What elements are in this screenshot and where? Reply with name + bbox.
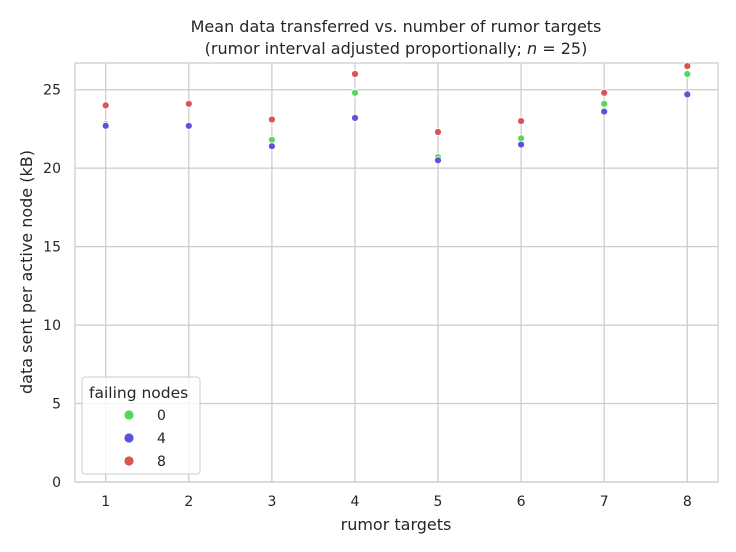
y-tick-label: 25	[43, 83, 61, 99]
point-failing-8-targets-4	[351, 70, 359, 78]
point-failing-4-targets-6	[517, 140, 525, 149]
plot-frame	[74, 62, 719, 483]
x-tick-label: 4	[351, 494, 360, 510]
point-failing-4-targets-5	[434, 156, 442, 165]
y-tick-label: 15	[43, 240, 61, 256]
x-tick-label: 8	[683, 494, 692, 510]
y-tick-label: 0	[52, 475, 61, 491]
legend-label-4: 4	[157, 431, 166, 447]
point-failing-8-targets-1	[101, 101, 110, 110]
y-axis-label: data sent per active node (kB)	[17, 150, 36, 394]
chart-title-line2-var: n	[527, 39, 537, 58]
point-failing-8-targets-6	[517, 117, 525, 125]
point-failing-4-targets-2	[184, 121, 193, 130]
y-tick-label: 5	[52, 397, 61, 413]
x-tick-label: 5	[434, 494, 443, 510]
point-failing-4-targets-7	[600, 107, 609, 116]
point-failing-8-targets-5	[434, 128, 442, 136]
point-failing-4-targets-1	[101, 121, 110, 130]
legend-marker-0	[123, 409, 135, 421]
legend: failing nodes 0 4 8	[81, 376, 201, 475]
chart-title-line1: Mean data transferred vs. number of rumo…	[191, 17, 602, 36]
legend-label-0: 0	[157, 408, 166, 424]
data-points	[101, 62, 692, 165]
legend-marker-8	[123, 455, 135, 467]
legend-title: failing nodes	[89, 384, 188, 402]
point-failing-0-targets-8	[683, 70, 692, 78]
x-tick-label: 7	[600, 494, 609, 510]
y-tick-label: 10	[43, 318, 61, 334]
point-failing-4-targets-4	[351, 114, 359, 122]
point-failing-8-targets-8	[683, 62, 692, 70]
chart-title-line2-post: = 25)	[537, 39, 587, 58]
chart-title-line2: (rumor interval adjusted proportionally;…	[205, 39, 588, 58]
legend-marker-4	[123, 432, 135, 444]
grid-lines	[75, 63, 718, 483]
point-failing-8-targets-3	[267, 115, 276, 124]
point-failing-4-targets-8	[683, 90, 692, 99]
legend-items: 0 4 8	[123, 408, 166, 470]
x-tick-label: 1	[101, 494, 110, 510]
point-failing-8-targets-7	[600, 88, 609, 97]
x-tick-label: 2	[184, 494, 193, 510]
chart-title-line2-pre: (rumor interval adjusted proportionally;	[205, 39, 527, 58]
point-failing-0-targets-4	[351, 88, 359, 97]
point-failing-0-targets-7	[600, 99, 609, 108]
legend-label-8: 8	[157, 454, 166, 470]
x-tick-label: 6	[517, 494, 526, 510]
x-tick-label: 3	[267, 494, 276, 510]
x-tick-labels: 1 2 3 4 5 6 7 8	[101, 494, 692, 510]
y-tick-label: 20	[43, 161, 61, 177]
x-axis-label: rumor targets	[341, 515, 452, 534]
y-tick-labels: 0 5 10 15 20 25	[43, 83, 61, 491]
point-failing-4-targets-3	[267, 142, 276, 151]
legend-box	[81, 376, 201, 475]
point-failing-8-targets-2	[184, 99, 193, 108]
